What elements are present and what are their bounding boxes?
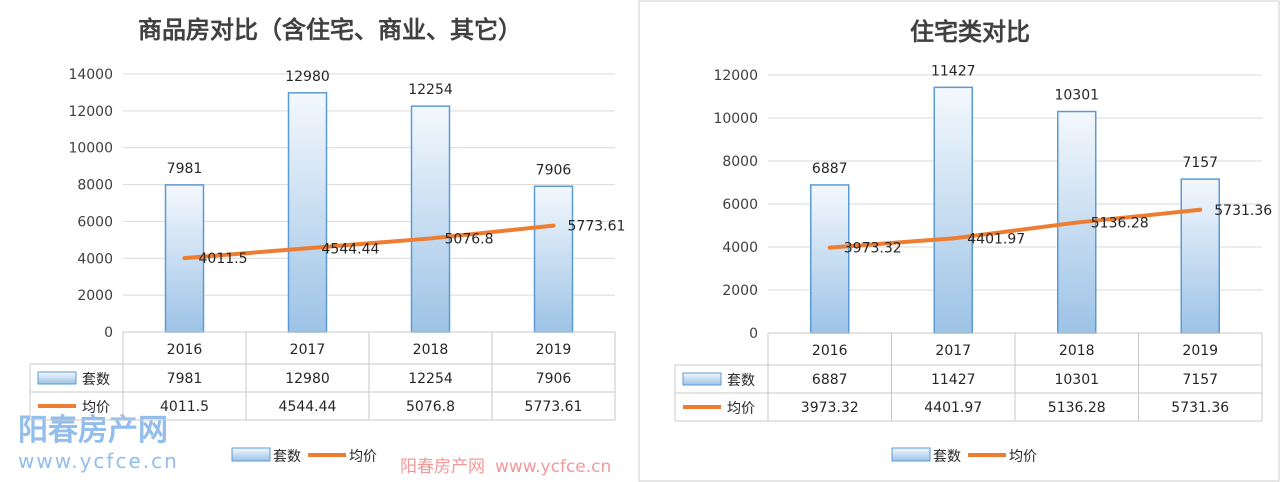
bar [287,92,328,333]
line-data-label: 5136.28 [1091,216,1149,232]
legend-bar-key [891,447,931,462]
data-table: 2016 7981 4011.5 2017 12980 4544.44 2018 12254 5… [29,331,616,421]
chart-2: 住宅类对比 0 2000 4000 6000 8000 10000 12000 6887 1142… [674,17,1272,465]
legend: 套数 均价 [231,447,377,465]
watermark-center-url: www.ycfce.cn [495,457,611,477]
watermark-logo: 阳春房产网 www.ycfce.cn [18,413,179,473]
category-label: 2019 [1182,343,1218,359]
table-cell-line-value: 4544.44 [279,399,337,415]
category-label: 2018 [1059,343,1095,359]
chart-title: 商品房对比（含住宅、商业、其它） [138,15,522,44]
table-legend-line-name: 均价 [82,400,110,416]
line-series [182,223,556,261]
line-series [827,207,1203,250]
table-legend-bar-name: 套数 [727,373,755,389]
watermark-url-text: www.ycfce.cn [18,449,179,473]
table-cell-bar-value: 7157 [1182,372,1218,388]
table-cell-line-value: 4011.5 [160,399,209,415]
y-tick-label: 6000 [722,197,758,213]
bar-data-label: 12980 [285,69,330,85]
table-cell-bar-value: 7981 [167,371,203,387]
legend-bar-key [231,447,271,462]
bar-data-label: 7157 [1182,155,1218,171]
data-table: 2016 6887 3973.32 2017 11427 4401.97 2018 10301… [674,332,1263,422]
legend-bar-name: 套数 [933,449,961,465]
right-panel-border [638,0,1280,482]
legend-line-name: 均价 [1009,449,1037,465]
watermark-logo-text: 阳春房产网 [18,413,168,448]
y-tick-label: 10000 [713,111,758,127]
legend-line-name: 均价 [349,449,377,465]
table-cell-bar-value: 10301 [1054,372,1099,388]
line-data-label: 4401.97 [967,231,1025,247]
y-tick-label: 14000 [68,67,113,83]
table-legend-bar-name: 套数 [82,372,110,388]
y-tick-label: 8000 [77,178,113,194]
table-legend-bar-key [682,372,722,386]
y-tick-label: 12000 [68,104,113,120]
table-cell-line-value: 5731.36 [1171,400,1229,416]
table-legend-line-name: 均价 [727,401,755,417]
table-legend-bar-key [37,371,77,385]
y-tick-label: 2000 [77,288,113,304]
table-cell-line-value: 5773.61 [525,399,583,415]
table-cell-line-value: 3973.32 [801,400,859,416]
line-data-label: 5773.61 [568,219,626,235]
category-label: 2018 [413,342,449,358]
table-cell-bar-value: 11427 [931,372,976,388]
chart-title: 住宅类对比 [910,17,1030,46]
watermark-center: 阳春房产网 www.ycfce.cn [400,457,611,477]
bar [410,105,451,333]
table-cell-bar-value: 12254 [408,371,453,387]
y-tick-label: 0 [749,326,758,342]
y-tick-label: 2000 [722,283,758,299]
line-data-label: 3973.32 [844,241,902,257]
bar-data-label: 7906 [536,162,572,178]
bar-data-label: 10301 [1054,88,1099,104]
y-tick-label: 12000 [713,68,758,84]
line-data-label: 5076.8 [445,231,494,247]
category-label: 2017 [935,343,971,359]
category-label: 2016 [812,343,848,359]
bar [810,184,850,334]
y-tick-label: 6000 [77,214,113,230]
category-label: 2019 [536,342,572,358]
table-cell-bar-value: 6887 [812,372,848,388]
watermark-center-text: 阳春房产网 [400,457,485,477]
line-data-label: 5731.36 [1214,203,1272,219]
legend-bar-name: 套数 [273,449,301,465]
bar-data-label: 12254 [408,82,453,98]
table-cell-line-value: 5076.8 [406,399,455,415]
table-cell-line-value: 5136.28 [1048,400,1106,416]
category-label: 2017 [290,342,326,358]
line-data-label: 4011.5 [199,251,248,267]
category-label: 2016 [167,342,203,358]
y-tick-label: 4000 [722,240,758,256]
bar-data-label: 6887 [812,161,848,177]
y-tick-label: 4000 [77,251,113,267]
table-cell-line-value: 4401.97 [924,400,982,416]
bar [1180,178,1220,334]
y-tick-label: 10000 [68,141,113,157]
line-data-label: 4544.44 [322,241,380,257]
y-tick-label: 0 [104,325,113,341]
bar-data-label: 11427 [931,63,976,79]
y-tick-label: 8000 [722,154,758,170]
legend: 套数 均价 [891,447,1037,465]
table-cell-bar-value: 12980 [285,371,330,387]
bar [533,185,574,333]
table-cell-bar-value: 7906 [536,371,572,387]
bar [933,86,973,334]
chart-1: 商品房对比（含住宅、商业、其它） 0 2000 4000 6000 8000 10000 12… [29,15,626,465]
bar-data-label: 7981 [167,161,203,177]
